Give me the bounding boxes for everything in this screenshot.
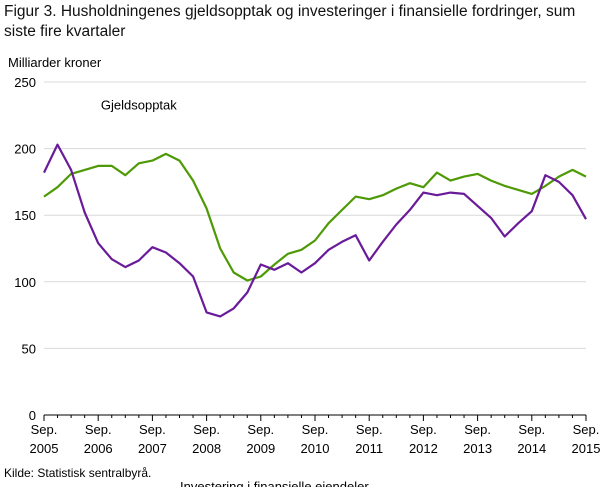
- x-tick-label: 2005: [30, 441, 59, 456]
- x-tick-label: 2015: [572, 441, 601, 456]
- x-tick-label: 2013: [463, 441, 492, 456]
- x-tick-label: 2012: [409, 441, 438, 456]
- x-tick-label: Sep.: [85, 422, 112, 437]
- x-tick-label: 2014: [517, 441, 546, 456]
- y-tick-label: 50: [22, 341, 36, 356]
- x-tick-label: Sep.: [247, 422, 274, 437]
- series-line-1: [43, 152, 587, 282]
- x-tick-label: Sep.: [410, 422, 437, 437]
- chart-title: Figur 3. Husholdningenes gjeldsopptak og…: [4, 3, 576, 40]
- x-tick-label: 2007: [138, 441, 167, 456]
- x-tick-label: 2009: [246, 441, 275, 456]
- x-tick-label: Sep.: [193, 422, 220, 437]
- x-tick-label: 2006: [84, 441, 113, 456]
- y-tick-label: 150: [14, 208, 36, 223]
- series-label-gjeldsopptak: Gjeldsopptak: [101, 97, 177, 112]
- y-axis-label: Milliarder kroner: [8, 55, 102, 70]
- x-tick-label: Sep.: [573, 422, 600, 437]
- x-tick-label: Sep.: [356, 422, 383, 437]
- x-tick-label: Sep.: [31, 422, 58, 437]
- y-tick-label: 250: [14, 75, 36, 90]
- x-tick-label: Sep.: [464, 422, 491, 437]
- series-label-investering: Investering i finansielle eiendeler: [180, 479, 369, 487]
- source-note: Kilde: Statistisk sentralbyrå.: [4, 466, 152, 480]
- x-tick-label: Sep.: [139, 422, 166, 437]
- series-line-2: [43, 143, 587, 318]
- x-tick-label: 2011: [355, 441, 383, 456]
- y-tick-label: 200: [14, 142, 36, 157]
- y-tick-label: 100: [14, 275, 36, 290]
- x-tick-label: Sep.: [518, 422, 545, 437]
- x-tick-label: 2010: [301, 441, 330, 456]
- x-tick-label: 2008: [192, 441, 221, 456]
- y-tick-label: 0: [29, 408, 36, 423]
- x-tick-label: Sep.: [302, 422, 329, 437]
